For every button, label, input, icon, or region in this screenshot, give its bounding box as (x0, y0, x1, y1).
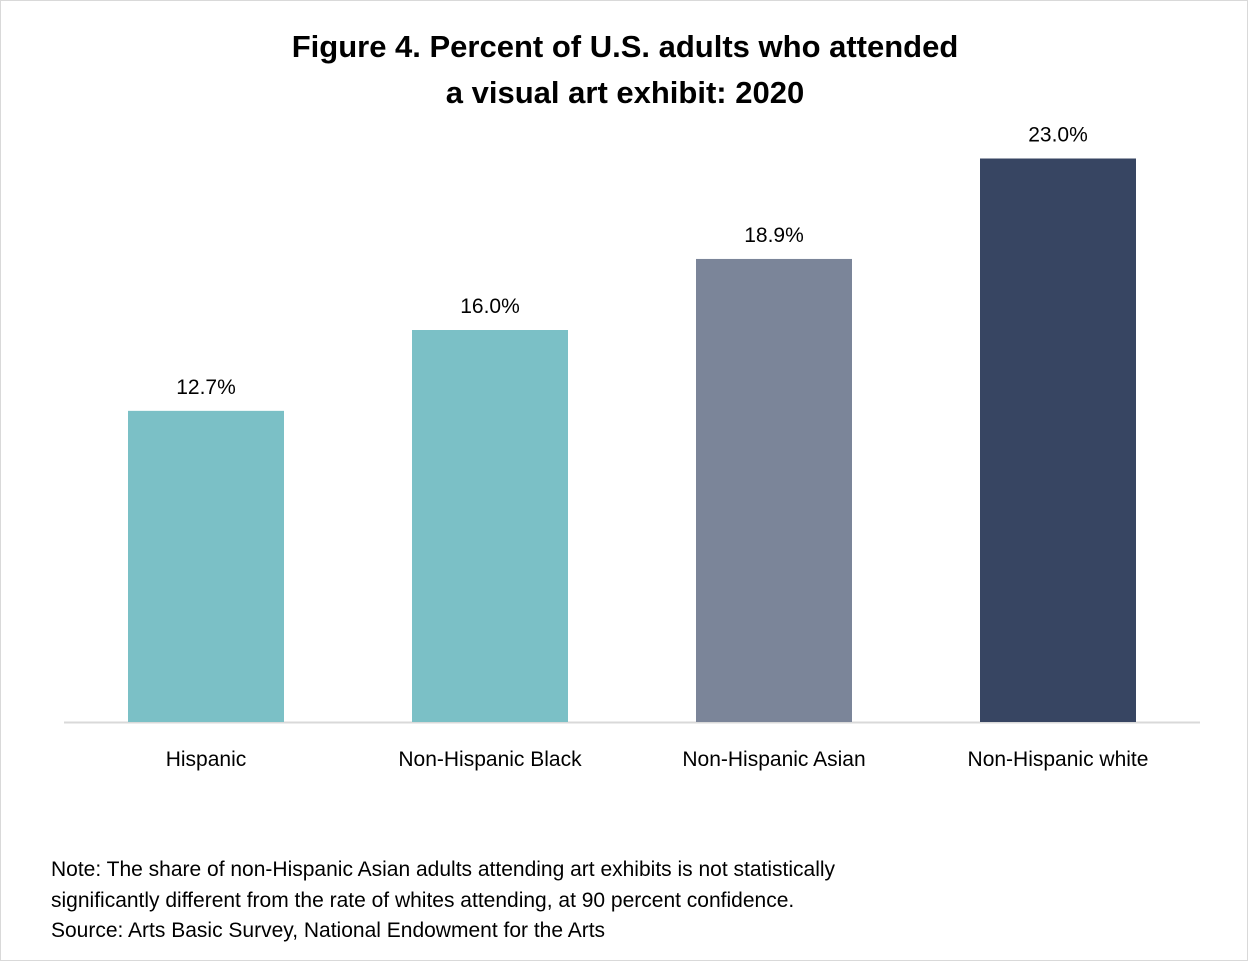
note-line-1: Note: The share of non-Hispanic Asian ad… (51, 858, 836, 881)
data-label: 23.0% (1028, 124, 1088, 147)
bar (980, 158, 1136, 722)
bar (696, 258, 852, 722)
note-line-2: significantly different from the rate of… (51, 888, 795, 912)
bar (412, 330, 568, 722)
x-tick-label: Non-Hispanic Black (398, 748, 582, 771)
data-label: 18.9% (744, 224, 804, 247)
source-line: Source: Arts Basic Survey, National Endo… (51, 919, 606, 942)
x-tick-label: Hispanic (166, 748, 247, 771)
x-tick-label: Non-Hispanic white (968, 748, 1149, 771)
chart-title-line-1: Figure 4. Percent of U.S. adults who att… (291, 29, 959, 64)
data-label: 16.0% (460, 295, 520, 318)
x-tick-label: Non-Hispanic Asian (682, 748, 865, 771)
chart-title-line-2: a visual art exhibit: 2020 (445, 75, 805, 110)
bar-chart: 12.7% Hispanic 16.0% Non-Hispanic Black 18.9… (64, 124, 1200, 771)
bar (128, 410, 284, 722)
chart-title: Figure 4. Percent of U.S. adults who att… (0, 24, 1250, 116)
chart-notes: Note: The share of non-Hispanic Asian ad… (51, 855, 835, 947)
data-label: 12.7% (176, 376, 236, 399)
